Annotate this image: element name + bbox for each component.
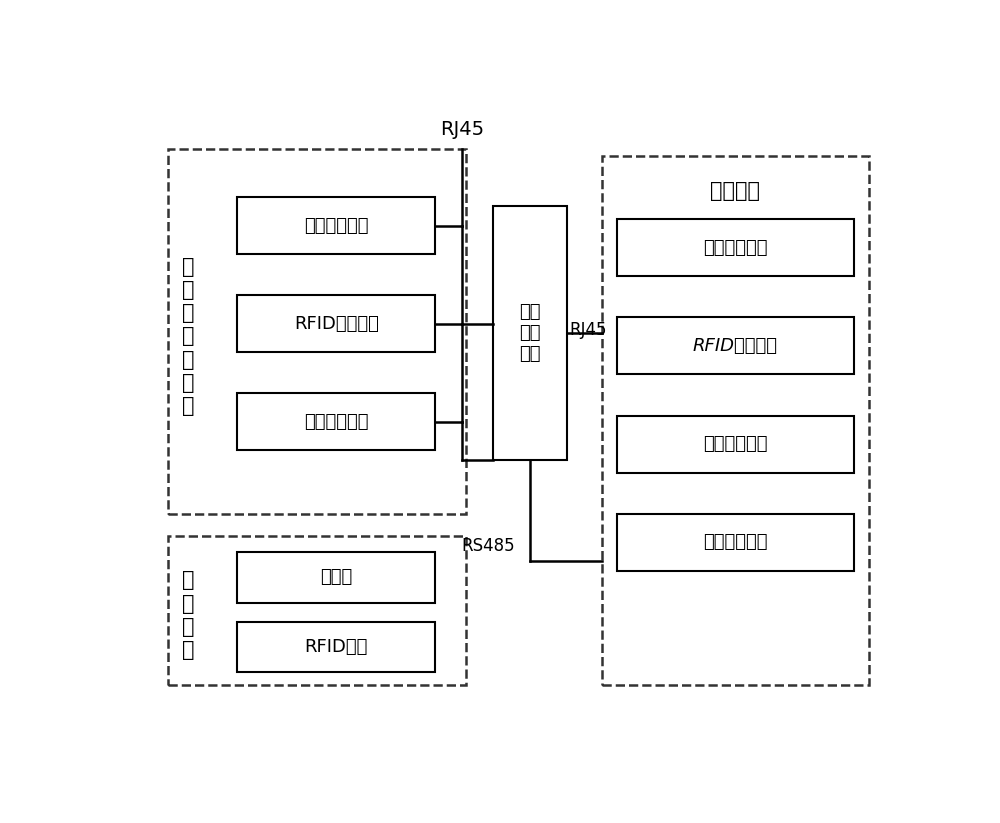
- Bar: [602, 156, 869, 685]
- Bar: [237, 621, 435, 672]
- Bar: [617, 416, 854, 472]
- Text: 视频分析模块: 视频分析模块: [703, 239, 768, 257]
- Text: 工
作
人
员: 工 作 人 员: [182, 570, 195, 660]
- Text: 监控中心: 监控中心: [710, 180, 760, 201]
- Text: 数据存储部分: 数据存储部分: [703, 533, 768, 551]
- Bar: [237, 393, 435, 450]
- Text: RJ45: RJ45: [570, 321, 607, 339]
- Text: RJ45: RJ45: [440, 119, 484, 139]
- Text: 危
险
区
域
及
周
边: 危 险 区 域 及 周 边: [182, 257, 195, 416]
- Text: RFID权限分析: RFID权限分析: [693, 337, 778, 355]
- Bar: [168, 150, 466, 514]
- Bar: [168, 536, 466, 685]
- Text: 视频监控模块: 视频监控模块: [304, 216, 368, 235]
- Text: 语音告警控制: 语音告警控制: [703, 435, 768, 453]
- Text: 以太
网交
换机: 以太 网交 换机: [519, 304, 541, 363]
- Bar: [617, 514, 854, 571]
- Text: 安全帽: 安全帽: [320, 568, 352, 586]
- Text: 声音预警模块: 声音预警模块: [304, 413, 368, 431]
- Bar: [617, 318, 854, 374]
- Bar: [617, 219, 854, 277]
- Bar: [237, 197, 435, 254]
- Bar: [237, 295, 435, 352]
- Text: RS485: RS485: [461, 537, 515, 555]
- Bar: [493, 207, 567, 460]
- Text: RFID识别模块: RFID识别模块: [294, 314, 379, 332]
- Text: RFID标签: RFID标签: [304, 638, 368, 656]
- Bar: [237, 552, 435, 602]
